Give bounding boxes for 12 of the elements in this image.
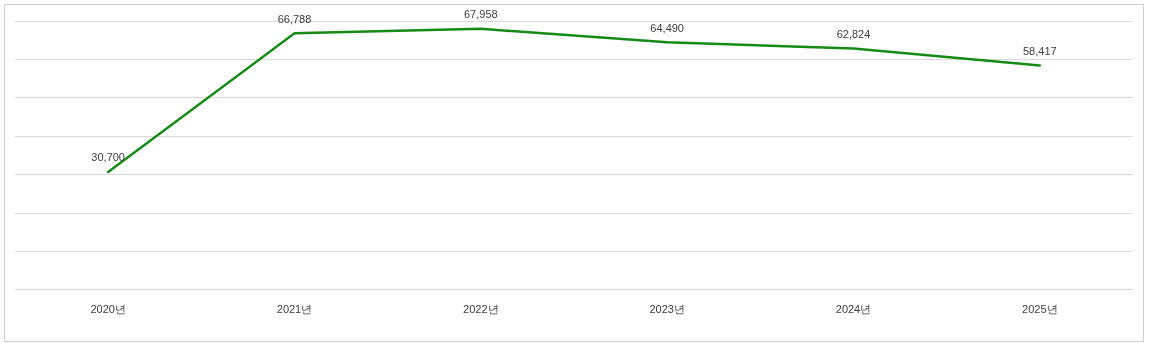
data-label: 62,824 bbox=[836, 28, 871, 41]
data-label: 58,417 bbox=[1023, 45, 1057, 58]
x-tick-label: 2024년 bbox=[835, 303, 872, 316]
x-tick-label: 2021년 bbox=[276, 303, 313, 316]
x-tick-label: 2022년 bbox=[463, 303, 499, 316]
data-label: 30,700 bbox=[91, 151, 125, 164]
data-label: 66,788 bbox=[277, 12, 312, 25]
x-tick-label: 2023년 bbox=[649, 303, 685, 316]
x-tick-label: 2025년 bbox=[1022, 303, 1058, 316]
data-label: 67,958 bbox=[464, 8, 498, 21]
x-tick-label: 2020년 bbox=[90, 303, 126, 316]
data-label: 64,490 bbox=[650, 21, 684, 34]
